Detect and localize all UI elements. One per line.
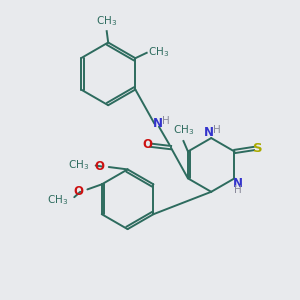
Text: H: H bbox=[213, 125, 220, 135]
Text: O: O bbox=[142, 138, 152, 151]
Text: O: O bbox=[73, 185, 83, 198]
Text: CH$_3$: CH$_3$ bbox=[173, 123, 194, 136]
Text: N: N bbox=[204, 126, 214, 139]
Text: N: N bbox=[152, 117, 163, 130]
Text: CH$_3$: CH$_3$ bbox=[148, 45, 169, 58]
Text: N: N bbox=[232, 177, 242, 190]
Text: H: H bbox=[162, 116, 170, 126]
Text: S: S bbox=[253, 142, 262, 155]
Text: CH$_3$: CH$_3$ bbox=[96, 14, 117, 28]
Text: CH$_3$: CH$_3$ bbox=[68, 159, 90, 172]
Text: H: H bbox=[234, 185, 242, 195]
Text: O: O bbox=[94, 160, 105, 173]
Text: CH$_3$: CH$_3$ bbox=[47, 193, 68, 207]
